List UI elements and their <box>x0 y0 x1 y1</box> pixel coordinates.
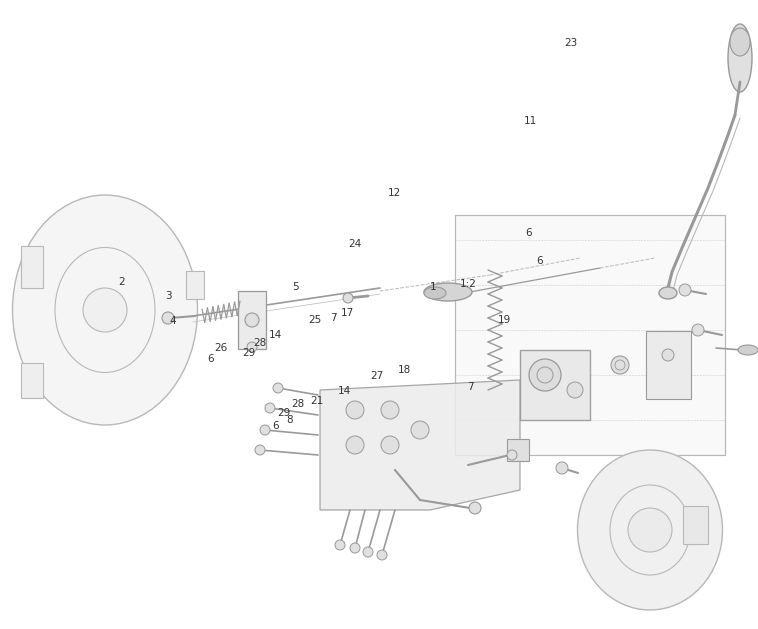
Circle shape <box>567 382 583 398</box>
Ellipse shape <box>424 283 472 301</box>
Circle shape <box>556 462 568 474</box>
Circle shape <box>411 421 429 439</box>
Polygon shape <box>455 215 725 455</box>
Text: 11: 11 <box>524 116 537 126</box>
Ellipse shape <box>424 287 446 299</box>
Circle shape <box>529 359 561 391</box>
Text: 25: 25 <box>308 314 321 325</box>
Bar <box>21 362 43 398</box>
Text: 4: 4 <box>170 316 176 326</box>
Bar <box>646 331 691 399</box>
Text: 7: 7 <box>330 313 337 323</box>
Circle shape <box>381 401 399 419</box>
Circle shape <box>363 547 373 557</box>
Circle shape <box>346 436 364 454</box>
Text: 3: 3 <box>165 291 171 301</box>
Circle shape <box>662 349 674 361</box>
Text: 19: 19 <box>498 314 512 325</box>
Text: 6: 6 <box>537 256 543 266</box>
Bar <box>682 506 707 544</box>
Text: 8: 8 <box>287 415 293 425</box>
Circle shape <box>265 403 275 413</box>
Text: 12: 12 <box>387 188 401 198</box>
Circle shape <box>679 284 691 296</box>
Text: 17: 17 <box>341 308 355 318</box>
Circle shape <box>507 450 517 460</box>
Circle shape <box>245 313 259 327</box>
Circle shape <box>692 324 704 336</box>
Text: 6: 6 <box>272 421 278 431</box>
Ellipse shape <box>659 287 677 299</box>
Ellipse shape <box>728 24 752 92</box>
Text: 24: 24 <box>348 239 362 249</box>
Text: 7: 7 <box>468 382 474 392</box>
Circle shape <box>469 502 481 514</box>
Bar <box>238 291 266 349</box>
Ellipse shape <box>738 345 758 355</box>
Bar <box>507 439 529 461</box>
Text: 29: 29 <box>277 408 290 418</box>
Text: 6: 6 <box>208 354 214 364</box>
Text: 21: 21 <box>310 396 324 406</box>
Ellipse shape <box>730 28 750 56</box>
Text: 6: 6 <box>525 228 531 238</box>
Text: 2: 2 <box>118 277 124 287</box>
Circle shape <box>343 293 353 303</box>
Circle shape <box>377 550 387 560</box>
Circle shape <box>162 312 174 324</box>
Text: 18: 18 <box>397 365 411 376</box>
Text: 27: 27 <box>370 370 384 381</box>
Circle shape <box>247 342 257 352</box>
Text: 5: 5 <box>293 282 299 292</box>
Text: 1: 1 <box>430 282 436 292</box>
Bar <box>21 246 43 288</box>
Text: 28: 28 <box>253 338 267 348</box>
Text: 29: 29 <box>242 348 255 358</box>
Text: 28: 28 <box>291 399 305 409</box>
Circle shape <box>381 436 399 454</box>
Text: 1:2: 1:2 <box>460 279 477 289</box>
Ellipse shape <box>12 195 198 425</box>
Circle shape <box>83 288 127 332</box>
Ellipse shape <box>578 450 722 610</box>
Circle shape <box>350 543 360 553</box>
Bar <box>186 271 204 299</box>
Circle shape <box>346 401 364 419</box>
Polygon shape <box>320 380 520 510</box>
Text: 14: 14 <box>268 330 282 340</box>
Circle shape <box>335 540 345 550</box>
Circle shape <box>255 445 265 455</box>
Circle shape <box>273 383 283 393</box>
Text: 26: 26 <box>215 343 228 353</box>
Circle shape <box>611 356 629 374</box>
Circle shape <box>628 508 672 552</box>
Circle shape <box>260 425 270 435</box>
Polygon shape <box>520 350 590 420</box>
Text: 14: 14 <box>337 386 351 396</box>
Text: 23: 23 <box>564 38 578 48</box>
